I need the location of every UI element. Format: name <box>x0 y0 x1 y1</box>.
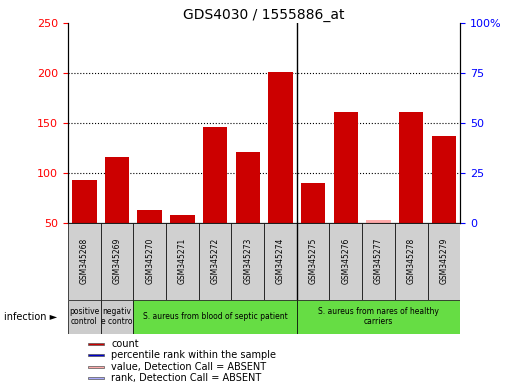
Bar <box>105 157 129 223</box>
Bar <box>203 127 228 223</box>
Bar <box>395 223 428 300</box>
Bar <box>399 112 424 223</box>
Bar <box>88 366 104 368</box>
Bar <box>297 223 329 300</box>
Bar <box>428 223 460 300</box>
Text: infection ►: infection ► <box>4 312 58 322</box>
Bar <box>133 300 297 334</box>
Bar <box>301 183 325 223</box>
Bar <box>68 223 100 300</box>
Bar <box>100 223 133 300</box>
Text: positive
control: positive control <box>69 307 99 326</box>
Text: negativ
e contro: negativ e contro <box>101 307 133 326</box>
Bar <box>133 223 166 300</box>
Text: count: count <box>111 339 139 349</box>
Bar <box>362 223 395 300</box>
Text: GSM345271: GSM345271 <box>178 238 187 284</box>
Bar <box>68 300 100 334</box>
Text: GSM345278: GSM345278 <box>407 238 416 284</box>
Text: GSM345270: GSM345270 <box>145 238 154 284</box>
Bar <box>170 215 195 223</box>
Text: value, Detection Call = ABSENT: value, Detection Call = ABSENT <box>111 362 266 372</box>
Text: rank, Detection Call = ABSENT: rank, Detection Call = ABSENT <box>111 373 262 383</box>
Text: percentile rank within the sample: percentile rank within the sample <box>111 350 276 360</box>
Bar <box>88 377 104 379</box>
Title: GDS4030 / 1555886_at: GDS4030 / 1555886_at <box>184 8 345 22</box>
Bar <box>329 223 362 300</box>
Text: GSM345274: GSM345274 <box>276 238 285 284</box>
Bar <box>334 112 358 223</box>
Bar <box>268 72 293 223</box>
Text: GSM345268: GSM345268 <box>80 238 89 284</box>
Bar <box>366 220 391 223</box>
Bar <box>231 223 264 300</box>
Text: GSM345269: GSM345269 <box>112 238 121 284</box>
Text: S. aureus from nares of healthy
carriers: S. aureus from nares of healthy carriers <box>318 307 439 326</box>
Bar <box>199 223 231 300</box>
Bar <box>166 223 199 300</box>
Bar <box>431 136 456 223</box>
Bar <box>138 210 162 223</box>
Text: GSM345272: GSM345272 <box>211 238 220 284</box>
Bar <box>88 343 104 345</box>
Text: GSM345276: GSM345276 <box>342 238 350 284</box>
Text: GSM345275: GSM345275 <box>309 238 317 284</box>
Bar <box>100 300 133 334</box>
Text: S. aureus from blood of septic patient: S. aureus from blood of septic patient <box>143 312 288 321</box>
Bar <box>72 180 97 223</box>
Text: GSM345273: GSM345273 <box>243 238 252 284</box>
Text: GSM345277: GSM345277 <box>374 238 383 284</box>
Bar <box>297 300 460 334</box>
Bar <box>235 152 260 223</box>
Bar <box>88 354 104 356</box>
Bar <box>264 223 297 300</box>
Text: GSM345279: GSM345279 <box>439 238 448 284</box>
